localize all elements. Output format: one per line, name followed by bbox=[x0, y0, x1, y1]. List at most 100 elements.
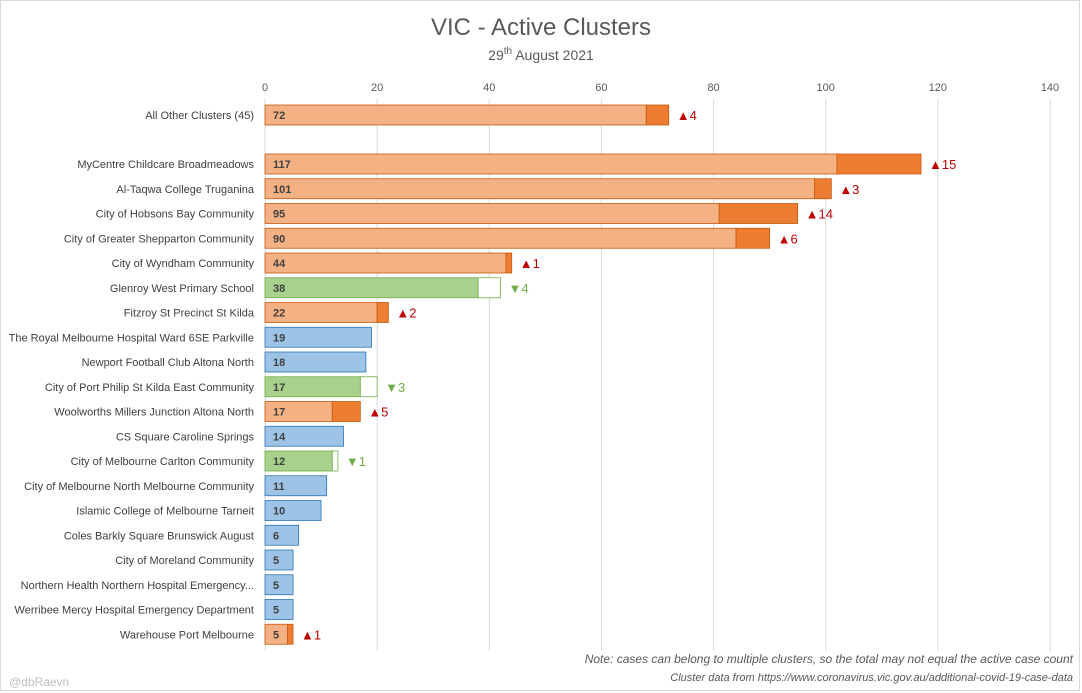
value-label: 90 bbox=[273, 233, 285, 245]
change-label: ▲2 bbox=[396, 306, 416, 321]
bar-base bbox=[264, 599, 294, 620]
bar-row: The Royal Melbourne Hospital Ward 6SE Pa… bbox=[9, 326, 372, 348]
value-label: 22 bbox=[273, 308, 285, 320]
bar-base bbox=[264, 574, 294, 596]
category-label: Warehouse Port Melbourne bbox=[120, 629, 254, 641]
chart-note: Note: cases can belong to multiple clust… bbox=[585, 652, 1074, 666]
bar-base bbox=[264, 425, 344, 447]
change-label: ▲3 bbox=[839, 182, 859, 197]
bar-row: City of Moreland Community 5 bbox=[115, 549, 294, 571]
bar-row: Glenroy West Primary School 38 ▼4 bbox=[110, 277, 529, 299]
bar-base bbox=[264, 178, 815, 200]
change-label: ▲4 bbox=[677, 108, 697, 123]
x-tick-label: 60 bbox=[595, 82, 607, 94]
chart-title: VIC - Active Clusters bbox=[431, 14, 651, 41]
bar-row: CS Square Caroline Springs 14 bbox=[116, 425, 344, 447]
bar-increase bbox=[287, 623, 294, 645]
change-label: ▲1 bbox=[520, 256, 540, 271]
value-label: 44 bbox=[273, 258, 286, 270]
category-label: City of Greater Shepparton Community bbox=[64, 233, 255, 245]
bar-row: Fitzroy St Precinct St Kilda 22 ▲2 bbox=[124, 302, 416, 323]
change-label: ▲14 bbox=[806, 207, 833, 222]
bar-increase bbox=[376, 302, 389, 323]
value-label: 10 bbox=[273, 506, 285, 518]
change-label: ▼1 bbox=[346, 454, 366, 469]
value-label: 14 bbox=[273, 431, 286, 443]
value-label: 5 bbox=[273, 605, 279, 617]
category-label: CS Square Caroline Springs bbox=[116, 431, 255, 443]
value-label: 117 bbox=[273, 159, 291, 171]
bar-base bbox=[264, 277, 479, 299]
x-axis-ticks: 0 20 40 60 80 100 120 140 bbox=[262, 82, 1059, 94]
change-label: ▲15 bbox=[929, 157, 956, 172]
bar-row: Coles Barkly Square Brunswick August 6 bbox=[64, 524, 300, 546]
bar-base bbox=[264, 153, 838, 175]
chart-subtitle: 29th August 2021 bbox=[488, 46, 594, 63]
category-label: City of Hobsons Bay Community bbox=[96, 209, 255, 221]
category-label: Glenroy West Primary School bbox=[110, 283, 254, 295]
bar-increase bbox=[505, 252, 513, 274]
category-label: City of Melbourne North Melbourne Commun… bbox=[24, 481, 254, 493]
value-label: 5 bbox=[273, 580, 279, 592]
bar-increase bbox=[718, 203, 799, 224]
change-label: ▼3 bbox=[385, 380, 405, 395]
bar-base bbox=[264, 326, 372, 348]
x-tick-label: 120 bbox=[929, 82, 947, 94]
bar-row: Newport Football Club Altona North 18 bbox=[82, 351, 367, 373]
subtitle-suffix: th bbox=[504, 46, 512, 57]
category-label: The Royal Melbourne Hospital Ward 6SE Pa… bbox=[9, 332, 254, 344]
x-tick-label: 100 bbox=[817, 82, 835, 94]
value-label: 38 bbox=[273, 283, 285, 295]
category-label: City of Wyndham Community bbox=[112, 258, 255, 270]
bar-row: Al-Taqwa College Truganina 101 ▲3 bbox=[116, 178, 859, 200]
subtitle-rest: August 2021 bbox=[512, 47, 594, 63]
change-label: ▲5 bbox=[368, 405, 388, 420]
category-label: Islamic College of Melbourne Tarneit bbox=[76, 506, 254, 518]
value-label: 6 bbox=[273, 530, 279, 542]
change-label: ▼4 bbox=[509, 281, 529, 296]
category-label: Coles Barkly Square Brunswick August bbox=[64, 530, 254, 542]
category-label: Al-Taqwa College Truganina bbox=[116, 184, 254, 196]
bar-row: Warehouse Port Melbourne 5 ▲1 bbox=[120, 623, 321, 645]
category-label: Fitzroy St Precinct St Kilda bbox=[124, 308, 255, 320]
value-label: 11 bbox=[273, 481, 285, 493]
bar-increase bbox=[645, 104, 670, 126]
value-label: 12 bbox=[273, 456, 285, 468]
change-label: ▲1 bbox=[301, 627, 321, 642]
bar-row: Woolworths Millers Junction Altona North… bbox=[54, 401, 388, 422]
bar-decrease bbox=[331, 450, 339, 472]
bar-base bbox=[264, 524, 300, 546]
value-label: 17 bbox=[273, 407, 285, 419]
bar-increase bbox=[836, 153, 922, 175]
bar-row: City of Port Philip St Kilda East Commun… bbox=[45, 376, 405, 398]
bar-increase bbox=[814, 178, 832, 200]
x-tick-label: 40 bbox=[483, 82, 495, 94]
bar-base bbox=[264, 252, 507, 274]
bar-row: City of Greater Shepparton Community 90 ▲6 bbox=[64, 227, 798, 249]
value-label: 5 bbox=[273, 629, 279, 641]
bar-base bbox=[264, 500, 322, 521]
category-label: City of Port Philip St Kilda East Commun… bbox=[45, 382, 255, 394]
bar-row: Werribee Mercy Hospital Emergency Depart… bbox=[15, 599, 294, 620]
bar-row: City of Wyndham Community 44 ▲1 bbox=[112, 252, 540, 274]
value-label: 95 bbox=[273, 209, 285, 221]
bar-row: City of Melbourne Carlton Community 12 ▼1 bbox=[71, 450, 366, 472]
bar-increase bbox=[735, 227, 771, 249]
value-label: 72 bbox=[273, 110, 285, 122]
x-tick-label: 0 bbox=[262, 82, 268, 94]
category-label: Werribee Mercy Hospital Emergency Depart… bbox=[15, 605, 254, 617]
bar-base bbox=[264, 475, 328, 497]
category-label: MyCentre Childcare Broadmeadows bbox=[77, 159, 254, 171]
bar-base bbox=[264, 104, 647, 126]
value-label: 19 bbox=[273, 332, 285, 344]
change-label: ▲6 bbox=[778, 231, 798, 246]
value-label: 18 bbox=[273, 357, 285, 369]
value-label: 17 bbox=[273, 382, 285, 394]
category-label: All Other Clusters (45) bbox=[145, 110, 254, 122]
bar-decrease bbox=[477, 277, 501, 299]
bar-increase bbox=[331, 401, 361, 422]
bar-row: MyCentre Childcare Broadmeadows 117 ▲15 bbox=[77, 153, 956, 175]
bars: All Other Clusters (45) 72 ▲4 MyCentre Chil… bbox=[9, 104, 956, 645]
